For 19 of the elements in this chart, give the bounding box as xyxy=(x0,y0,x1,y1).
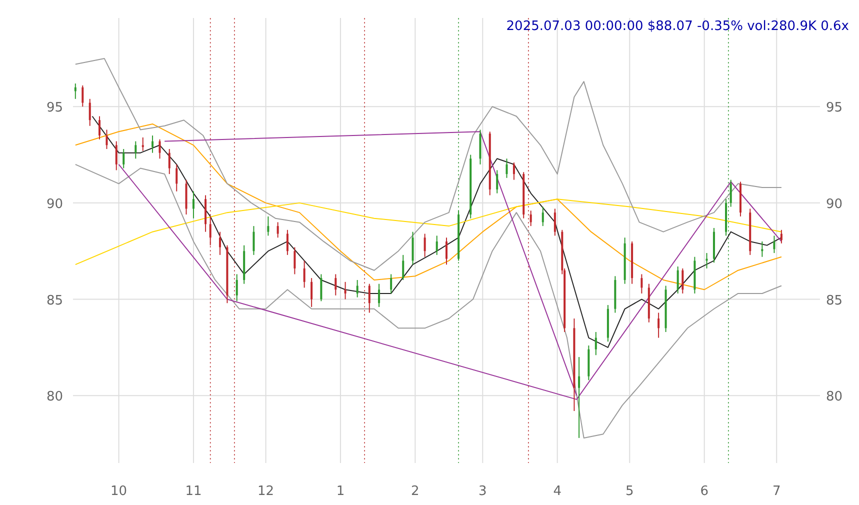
x-tick-label: 2 xyxy=(411,484,420,499)
y-tick-label: 90 xyxy=(46,196,63,212)
x-tick-label: 1 xyxy=(336,484,345,499)
chart-title: 2025.07.03 00:00:00 $88.07 -0.35% vol:280.9K 0.6x xyxy=(506,19,850,34)
y-tick-label: 85 xyxy=(46,293,63,308)
x-tick-label: 5 xyxy=(625,484,634,499)
x-tick-label: 4 xyxy=(553,484,562,499)
x-tick-label: 11 xyxy=(185,484,202,499)
x-tick-label: 12 xyxy=(258,484,274,499)
y-tick-label: 80 xyxy=(46,390,63,405)
x-tick-label: 7 xyxy=(772,484,781,499)
y2-tick-label: 95 xyxy=(826,100,843,116)
x-tick-label: 10 xyxy=(110,484,128,499)
y-tick-label: 95 xyxy=(46,100,63,116)
y2-tick-label: 85 xyxy=(826,293,843,308)
y2-tick-label: 80 xyxy=(826,390,843,405)
y2-tick-label: 90 xyxy=(826,196,843,212)
x-tick-label: 3 xyxy=(478,484,487,499)
x-tick-label: 6 xyxy=(700,484,708,499)
